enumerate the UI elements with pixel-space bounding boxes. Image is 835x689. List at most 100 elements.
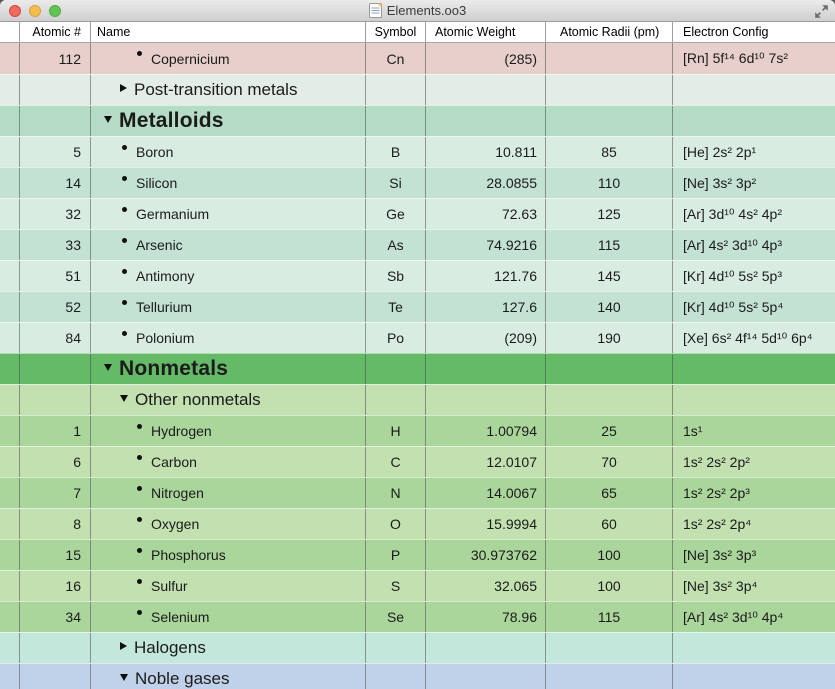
electron-config-cell: [Rn] 5f¹⁴ 6d¹⁰ 7s² <box>683 50 788 66</box>
element-row[interactable]: 8 Oxygen O 15.9994 60 1s² 2s² 2p⁴ <box>0 508 835 539</box>
atomic-number-cell <box>20 106 91 136</box>
atomic-weight-cell: 10.811 <box>426 137 546 167</box>
section-row[interactable]: Other nonmetals <box>0 384 835 415</box>
row-gutter <box>0 385 20 415</box>
atomic-radii-cell <box>546 354 673 384</box>
element-row[interactable]: 33 Arsenic As 74.9216 115 [Ar] 4s² 3d¹⁰ 4p³ <box>0 229 835 260</box>
row-handle-bullet-icon[interactable] <box>122 268 127 274</box>
column-header-atomic-weight[interactable]: Atomic Weight <box>426 22 546 42</box>
section-row[interactable]: Noble gases <box>0 663 835 689</box>
row-handle-bullet-icon[interactable] <box>137 516 142 522</box>
section-row[interactable]: Metalloids <box>0 105 835 136</box>
section-row[interactable]: Post-transition metals <box>0 74 835 105</box>
row-gutter <box>0 168 20 198</box>
row-handle-bullet-icon[interactable] <box>122 175 127 181</box>
element-row[interactable]: 15 Phosphorus P 30.973762 100 [Ne] 3s² 3p³ <box>0 539 835 570</box>
section-row[interactable]: Nonmetals <box>0 353 835 384</box>
row-handle-bullet-icon[interactable] <box>137 423 142 429</box>
symbol-cell: Po <box>366 323 426 353</box>
element-name: Tellurium <box>136 299 193 315</box>
row-handle-bullet-icon[interactable] <box>137 609 142 615</box>
disclosure-triangle-expanded-icon[interactable] <box>104 363 112 371</box>
column-header-name[interactable]: Name <box>91 22 366 42</box>
column-header-symbol[interactable]: Symbol <box>366 22 426 42</box>
symbol-cell: B <box>366 137 426 167</box>
symbol-cell: O <box>366 509 426 539</box>
atomic-number-cell: 14 <box>20 168 91 198</box>
fullscreen-icon[interactable] <box>814 4 829 19</box>
electron-config-cell <box>673 75 835 105</box>
row-handle-bullet-icon[interactable] <box>122 299 127 305</box>
element-row[interactable]: 112 Copernicium Cn (285) [Rn] 5f¹⁴ 6d¹⁰ 7s² <box>0 43 835 74</box>
disclosure-triangle-expanded-icon[interactable] <box>120 394 128 402</box>
symbol-cell <box>366 633 426 663</box>
row-gutter <box>0 292 20 322</box>
element-row[interactable]: 1 Hydrogen H 1.00794 25 1s¹ <box>0 415 835 446</box>
name-cell: Oxygen <box>91 509 366 539</box>
section-label: Halogens <box>134 638 206 657</box>
atomic-radii-cell <box>546 385 673 415</box>
symbol-cell: Cn <box>366 43 426 74</box>
element-row[interactable]: 32 Germanium Ge 72.63 125 [Ar] 3d¹⁰ 4s² 4p² <box>0 198 835 229</box>
column-header-electron-config[interactable]: Electron Config <box>683 25 769 39</box>
row-handle-bullet-icon[interactable] <box>122 237 127 243</box>
row-handle-bullet-icon[interactable] <box>137 51 142 56</box>
electron-config-cell: [Xe] 6s² 4f¹⁴ 5d¹⁰ 6p⁴ <box>683 329 813 346</box>
row-gutter <box>0 447 20 477</box>
atomic-radii-cell: 100 <box>546 540 673 570</box>
column-header-atomic-radii[interactable]: Atomic Radii (pm) <box>546 22 673 42</box>
row-handle-bullet-icon[interactable] <box>137 454 142 460</box>
atomic-radii-cell: 140 <box>546 292 673 322</box>
name-cell: Nitrogen <box>91 478 366 508</box>
symbol-cell: As <box>366 230 426 260</box>
atomic-number-cell: 5 <box>20 137 91 167</box>
disclosure-triangle-expanded-icon[interactable] <box>104 115 112 123</box>
name-cell: Phosphorus <box>91 540 366 570</box>
element-row[interactable]: 34 Selenium Se 78.96 115 [Ar] 4s² 3d¹⁰ 4p⁴ <box>0 601 835 632</box>
element-row[interactable]: 14 Silicon Si 28.0855 110 [Ne] 3s² 3p² <box>0 167 835 198</box>
name-cell: Carbon <box>91 447 366 477</box>
element-row[interactable]: 84 Polonium Po (209) 190 [Xe] 6s² 4f¹⁴ 5d¹⁰ 6… <box>0 322 835 353</box>
element-row[interactable]: 5 Boron B 10.811 85 [He] 2s² 2p¹ <box>0 136 835 167</box>
electron-config-cell <box>673 664 835 689</box>
section-row[interactable]: Halogens <box>0 632 835 663</box>
row-handle-bullet-icon[interactable] <box>122 144 127 150</box>
element-row[interactable]: 7 Nitrogen N 14.0067 65 1s² 2s² 2p³ <box>0 477 835 508</box>
atomic-number-cell: 16 <box>20 571 91 601</box>
disclosure-triangle-expanded-icon[interactable] <box>120 673 128 681</box>
element-row[interactable]: 52 Tellurium Te 127.6 140 [Kr] 4d¹⁰ 5s² 5p⁴ <box>0 291 835 322</box>
atomic-radii-cell: 70 <box>546 447 673 477</box>
name-cell: Post-transition metals <box>91 75 366 105</box>
row-gutter <box>0 354 20 384</box>
electron-config-cell <box>673 354 835 384</box>
title-bar[interactable]: Elements.oo3 <box>0 0 835 22</box>
atomic-weight-cell: 15.9994 <box>426 509 546 539</box>
element-row[interactable]: 6 Carbon C 12.0107 70 1s² 2s² 2p² <box>0 446 835 477</box>
electron-config-cell: [Ar] 3d¹⁰ 4s² 4p² <box>683 205 782 222</box>
disclosure-triangle-collapsed-icon[interactable] <box>120 84 127 92</box>
symbol-cell <box>366 664 426 689</box>
minimize-button[interactable] <box>29 4 41 17</box>
row-handle-bullet-icon[interactable] <box>122 330 127 336</box>
row-gutter <box>0 75 20 105</box>
row-handle-bullet-icon[interactable] <box>137 547 142 553</box>
symbol-cell: S <box>366 571 426 601</box>
row-handle-bullet-icon[interactable] <box>122 206 127 212</box>
symbol-cell <box>366 75 426 105</box>
row-gutter <box>0 106 20 136</box>
electron-config-cell: 1s¹ <box>683 423 703 439</box>
element-row[interactable]: 16 Sulfur S 32.065 100 [Ne] 3s² 3p⁴ <box>0 570 835 601</box>
element-name: Polonium <box>136 330 195 346</box>
atomic-weight-cell: 78.96 <box>426 602 546 632</box>
zoom-button[interactable] <box>49 4 61 17</box>
row-handle-bullet-icon[interactable] <box>137 578 142 584</box>
disclosure-triangle-collapsed-icon[interactable] <box>120 642 127 650</box>
column-header-atomic-number[interactable]: Atomic # <box>20 22 91 42</box>
row-gutter <box>0 137 20 167</box>
atomic-number-cell <box>20 354 91 384</box>
row-handle-bullet-icon[interactable] <box>137 485 142 491</box>
close-button[interactable] <box>9 4 21 17</box>
row-gutter <box>0 478 20 508</box>
element-row[interactable]: 51 Antimony Sb 121.76 145 [Kr] 4d¹⁰ 5s² 5p³ <box>0 260 835 291</box>
